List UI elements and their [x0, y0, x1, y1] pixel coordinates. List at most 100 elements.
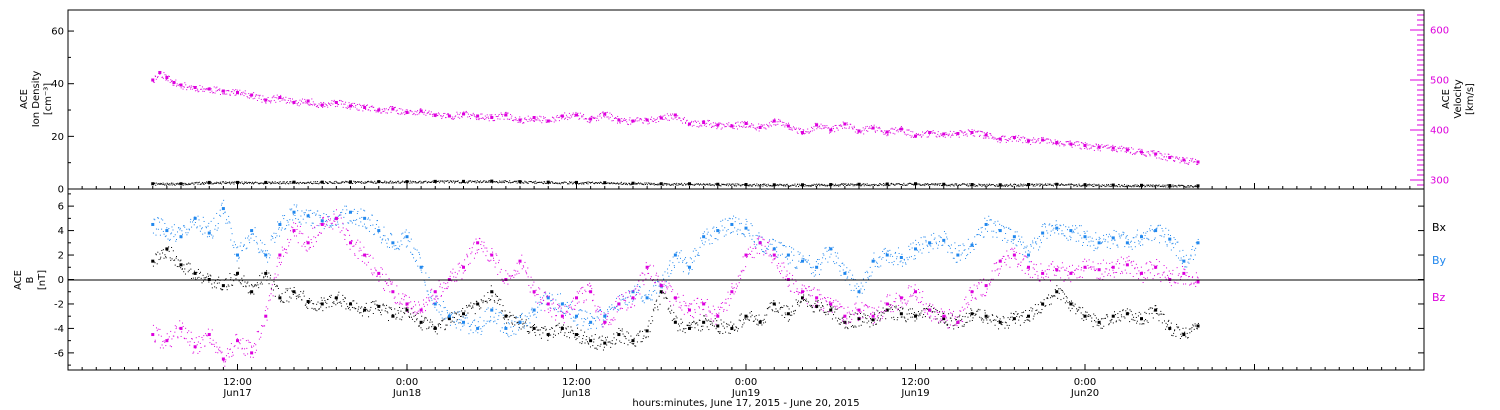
bx-point — [829, 308, 833, 312]
density-point — [1162, 186, 1164, 188]
density-point — [857, 183, 859, 185]
velocity-point — [871, 126, 875, 130]
bx-point — [713, 325, 715, 327]
bx-point — [330, 296, 332, 298]
bx-point — [453, 317, 455, 319]
by-point — [187, 232, 189, 234]
velocity-point — [967, 129, 969, 131]
bx-point — [760, 320, 762, 322]
velocity-point — [482, 117, 484, 119]
by-point — [327, 216, 329, 218]
density-point — [735, 185, 737, 187]
bx-point — [815, 304, 819, 308]
by-point — [290, 209, 292, 211]
bx-point — [333, 301, 335, 303]
velocity-point — [1131, 147, 1133, 149]
density-point — [244, 181, 246, 183]
bx-point — [307, 307, 309, 309]
by-point — [183, 225, 185, 227]
density-point — [1196, 185, 1198, 187]
density-point — [480, 182, 482, 184]
velocity-point — [393, 108, 395, 110]
density-point — [321, 181, 323, 183]
by-point — [280, 221, 282, 223]
bx-point — [1056, 291, 1058, 293]
velocity-point — [773, 124, 775, 126]
density-point — [1171, 185, 1173, 187]
density-point — [1022, 185, 1024, 187]
velocity-point — [672, 113, 674, 115]
density-point — [534, 181, 536, 183]
velocity-point — [490, 116, 494, 119]
velocity-point — [607, 116, 609, 118]
bx-point — [532, 329, 534, 331]
velocity-point — [863, 133, 865, 135]
density-point — [527, 182, 529, 184]
velocity-point — [249, 94, 251, 96]
bx-point — [984, 312, 986, 314]
bx-point — [675, 315, 677, 317]
velocity-point — [638, 120, 640, 122]
bx-point — [344, 297, 346, 299]
velocity-point — [303, 102, 305, 104]
density-point — [944, 183, 946, 185]
bx-point — [998, 328, 1000, 330]
density-point — [1021, 184, 1023, 186]
density-point — [848, 184, 850, 186]
bx-point — [493, 300, 495, 302]
bx-point — [710, 320, 712, 322]
by-point — [349, 220, 351, 222]
density-point — [1098, 185, 1100, 187]
velocity-point — [441, 118, 443, 120]
bx-point — [665, 297, 667, 299]
velocity-point — [630, 120, 632, 122]
by-point — [178, 227, 180, 229]
velocity-point — [452, 116, 454, 118]
velocity-point — [546, 121, 548, 123]
bx-point — [294, 292, 296, 294]
bx-point — [908, 313, 910, 315]
bx-point — [700, 325, 702, 327]
bx-point — [184, 273, 186, 275]
velocity-point — [358, 103, 360, 105]
velocity-point — [395, 110, 397, 112]
bx-point — [1168, 329, 1170, 331]
density-point — [225, 181, 227, 183]
by-point — [829, 247, 833, 251]
density-point — [879, 183, 881, 185]
velocity-point — [1022, 142, 1024, 144]
bx-point — [906, 313, 908, 315]
by-point — [166, 227, 168, 229]
velocity-point — [207, 87, 211, 91]
density-point — [438, 180, 440, 182]
bx-point — [587, 342, 589, 344]
bx-point — [698, 319, 700, 321]
velocity-point — [1046, 142, 1048, 144]
velocity-point — [657, 117, 659, 119]
density-point — [762, 183, 764, 185]
by-point — [356, 219, 358, 221]
velocity-point — [382, 110, 384, 112]
bx-point — [304, 304, 306, 306]
velocity-point — [614, 117, 616, 119]
velocity-point — [944, 136, 946, 138]
density-point — [850, 183, 852, 185]
density-point — [366, 182, 368, 184]
density-point — [721, 183, 723, 185]
density-point — [347, 181, 349, 183]
density-point — [543, 181, 545, 183]
velocity-point — [778, 118, 780, 120]
by-point — [308, 210, 310, 212]
density-point — [849, 184, 851, 186]
bx-point — [1069, 301, 1071, 303]
bx-point — [932, 311, 934, 313]
bx-point — [873, 312, 875, 314]
bx-point — [1023, 322, 1025, 324]
velocity-point — [330, 102, 332, 104]
density-point — [171, 184, 173, 186]
density-point — [684, 182, 686, 184]
density-point — [1079, 185, 1081, 187]
density-point — [713, 184, 715, 186]
velocity-point — [164, 74, 166, 76]
by-point — [291, 208, 293, 210]
